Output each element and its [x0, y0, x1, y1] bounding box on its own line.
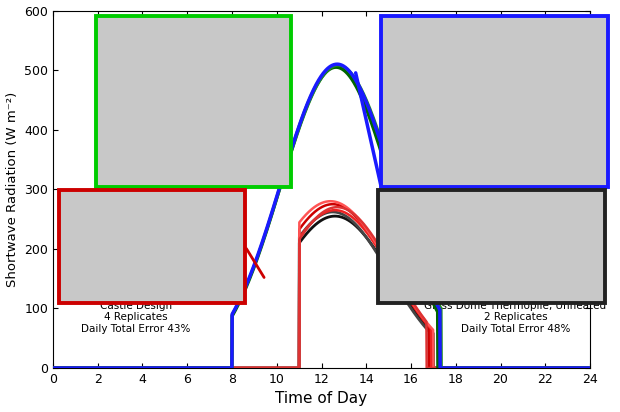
Text: Kipp & Zonen CM21
Heated & Ventilated, 15 Watts
Reference: Kipp & Zonen CM21 Heated & Ventilated, 1… [440, 171, 598, 204]
X-axis label: Time of Day: Time of Day [275, 391, 368, 407]
Text: Apogee SP-230
2 Replicates, 0.18 Watts
Daily Total Error 1%: Apogee SP-230 2 Replicates, 0.18 Watts D… [120, 171, 246, 204]
Y-axis label: Shortwave Radiation (W m⁻²): Shortwave Radiation (W m⁻²) [6, 91, 19, 287]
Text: Castle Design
4 Replicates
Daily Total Error 43%: Castle Design 4 Replicates Daily Total E… [81, 301, 191, 334]
Text: Glass Dome Thermopile, Unheated
2 Replicates
Daily Total Error 48%: Glass Dome Thermopile, Unheated 2 Replic… [425, 301, 606, 334]
